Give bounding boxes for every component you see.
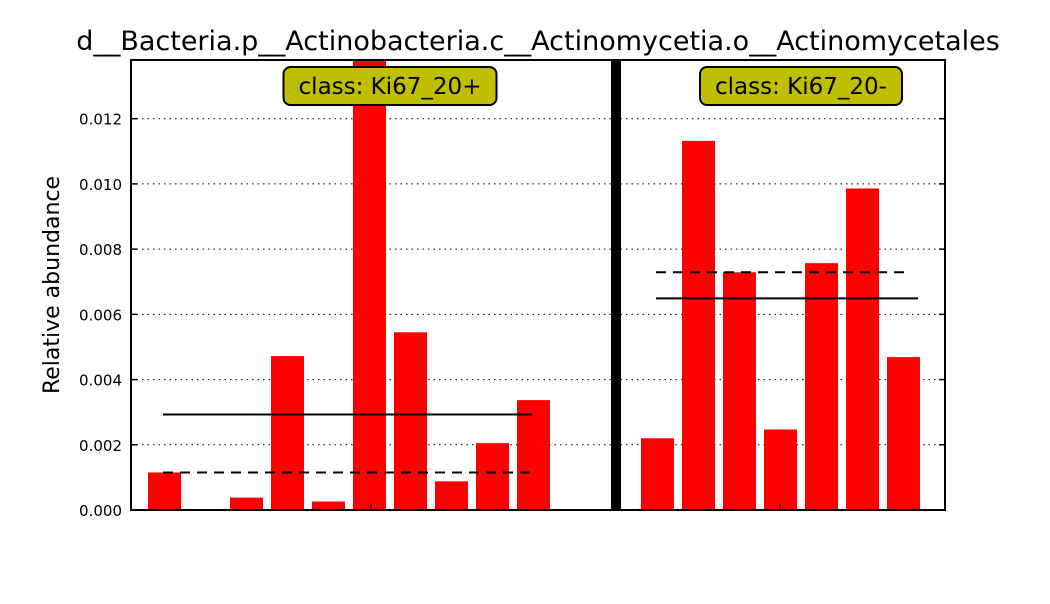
bar <box>517 400 550 510</box>
bar <box>641 438 674 510</box>
bar <box>805 263 838 510</box>
bar <box>353 60 386 510</box>
bar <box>764 429 797 510</box>
bar <box>435 481 468 510</box>
group-label-box <box>282 66 498 106</box>
bar <box>476 443 509 510</box>
group-label: class: Ki67_20+ <box>299 74 482 100</box>
bar <box>394 332 427 510</box>
bar <box>846 188 879 510</box>
bar <box>312 501 345 510</box>
axes-frame <box>130 59 946 511</box>
bar <box>230 497 263 510</box>
y-tick-label: 0.008 <box>79 241 122 259</box>
y-tick-label: 0.004 <box>79 372 122 390</box>
bar <box>723 272 756 510</box>
bar <box>682 140 715 510</box>
y-tick-label: 0.002 <box>79 437 122 455</box>
group-label: class: Ki67_20- <box>715 74 887 100</box>
chart-title: d__Bacteria.p__Actinobacteria.c__Actinom… <box>76 26 1000 57</box>
y-axis-label: Relative abundance <box>40 176 65 394</box>
y-tick-label: 0.006 <box>79 306 122 324</box>
group-label-box <box>699 66 903 106</box>
class-separator <box>611 60 621 510</box>
plot-area: class: Ki67_20+ class: Ki67_20- 0.000 0.002… <box>79 59 946 520</box>
bar <box>887 357 920 510</box>
y-tick-label: 0.012 <box>79 111 122 129</box>
bar <box>148 472 181 510</box>
bar <box>271 356 304 510</box>
y-tick-label: 0.010 <box>79 176 122 194</box>
y-tick-label: 0.000 <box>79 502 122 520</box>
